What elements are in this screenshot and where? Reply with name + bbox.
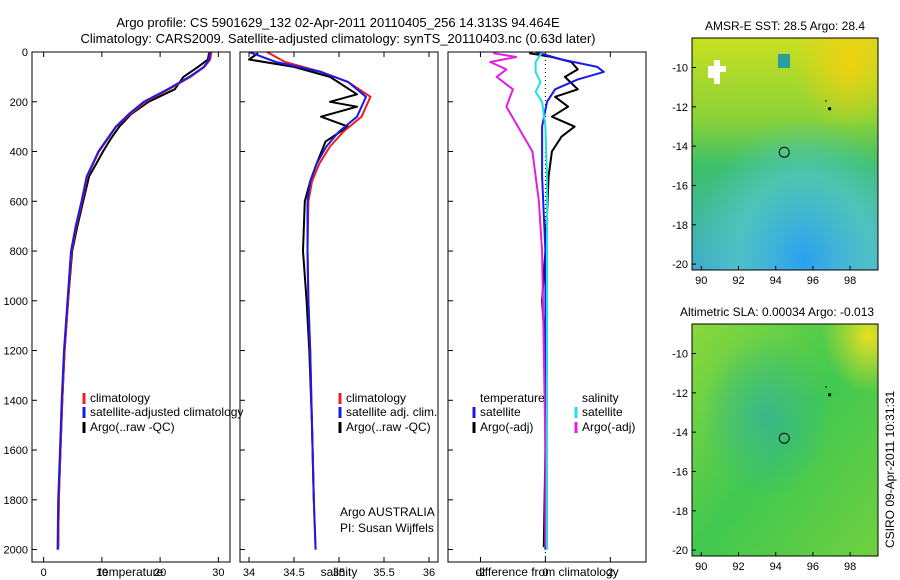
map-y-tick-label: -18 bbox=[672, 506, 688, 518]
x-tick-label: 35.5 bbox=[373, 567, 394, 579]
map-x-tick-label: 96 bbox=[807, 561, 819, 573]
map-x-tick-label: 96 bbox=[807, 275, 819, 287]
sst-cool-region bbox=[692, 38, 878, 270]
profile-location-marker bbox=[778, 432, 790, 444]
map-x-tick-label: 98 bbox=[844, 275, 856, 287]
map-y-tick-label: -18 bbox=[672, 220, 688, 232]
float-track-point bbox=[825, 100, 827, 102]
profile-location-marker bbox=[778, 146, 790, 158]
legend-entry-satellite: satellite bbox=[480, 405, 521, 419]
legend-title-temperature: temperature bbox=[480, 391, 545, 405]
map-x-tick-label: 98 bbox=[844, 561, 856, 573]
map-y-tick-label: -14 bbox=[672, 141, 688, 153]
x-tick-label: 10 bbox=[96, 567, 108, 579]
y-tick-label: 1400 bbox=[4, 395, 28, 407]
legend-entry-argo-adj: Argo(-adj) bbox=[582, 420, 635, 434]
figure-subtitle: Climatology: CARS2009. Satellite-adjuste… bbox=[81, 31, 596, 46]
x-tick-label: 34.5 bbox=[283, 567, 304, 579]
y-tick-label: 600 bbox=[10, 196, 28, 208]
y-tick-label: 400 bbox=[10, 147, 28, 159]
pi-label: PI: Susan Wijffels bbox=[340, 521, 434, 535]
x-tick-label: 35 bbox=[333, 567, 345, 579]
map-x-tick-label: 94 bbox=[770, 275, 782, 287]
legend-entry-satellite-adjusted-climatology: satellite-adjusted climatology bbox=[90, 405, 243, 419]
legend-entry-satellite-adj-clim: satellite adj. clim. bbox=[346, 405, 437, 419]
map-y-tick-label: -12 bbox=[672, 388, 688, 400]
sst-cool-spot bbox=[778, 54, 790, 68]
x-tick-label: 36 bbox=[423, 567, 435, 579]
x-tick-label: 2 bbox=[607, 567, 613, 579]
y-tick-label: 200 bbox=[10, 97, 28, 109]
map-y-tick-label: -10 bbox=[672, 62, 688, 74]
y-tick-label: 1000 bbox=[4, 296, 28, 308]
series-line-climatology-0 bbox=[266, 52, 372, 550]
plot-frame bbox=[239, 51, 439, 563]
map-y-tick-label: -16 bbox=[672, 180, 688, 192]
x-axis-label: salinity bbox=[321, 565, 358, 579]
x-tick-label: 0 bbox=[41, 567, 47, 579]
map-x-tick-label: 92 bbox=[732, 561, 744, 573]
argo-org-label: Argo AUSTRALIA bbox=[340, 505, 435, 519]
legend-entry-argo-raw-qc: Argo(..raw -QC) bbox=[346, 420, 431, 434]
legend-entry-climatology: climatology bbox=[90, 391, 150, 405]
y-tick-label: 0 bbox=[22, 47, 28, 59]
figure-title: Argo profile: CS 5901629_132 02-Apr-2011… bbox=[116, 15, 560, 30]
x-axis-label: difference from climatology bbox=[475, 565, 618, 579]
legend-entry-argo-adj: Argo(-adj) bbox=[480, 420, 533, 434]
series-line-argo-adj-1 bbox=[528, 52, 579, 548]
y-tick-label: 2000 bbox=[4, 545, 28, 557]
y-tick-label: 1800 bbox=[4, 495, 28, 507]
sst-map-title: AMSR-E SST: 28.5 Argo: 28.4 bbox=[705, 19, 865, 33]
map-y-tick-label: -16 bbox=[672, 466, 688, 478]
difference-legend: temperature salinitysatelliteArgo(-adj)sa… bbox=[472, 391, 635, 434]
float-track-point bbox=[828, 107, 832, 111]
legend-entry-climatology: climatology bbox=[346, 391, 406, 405]
y-tick-label: 1200 bbox=[4, 346, 28, 358]
legend-entry-argo-raw-qc: Argo(..raw -QC) bbox=[90, 420, 175, 434]
map-y-tick-label: -14 bbox=[672, 427, 688, 439]
sla-map-title: Altimetric SLA: 0.00034 Argo: -0.013 bbox=[680, 305, 874, 319]
plot-frame bbox=[31, 51, 231, 563]
map-x-tick-label: 92 bbox=[732, 275, 744, 287]
sla-map-panel: Altimetric SLA: 0.00034 Argo: -0.013 90 9… bbox=[672, 305, 879, 573]
y-tick-label: 1600 bbox=[4, 445, 28, 457]
float-track-point bbox=[828, 393, 832, 397]
map-x-tick-label: 94 bbox=[770, 561, 782, 573]
x-tick-label: 0 bbox=[542, 567, 548, 579]
map-y-tick-label: -12 bbox=[672, 102, 688, 114]
sst-missing-data-patch bbox=[708, 60, 726, 84]
series-line-argo-raw-qc-2 bbox=[57, 53, 210, 548]
x-tick-label: -2 bbox=[476, 567, 486, 579]
map-frame bbox=[691, 323, 879, 557]
plot-frame bbox=[447, 51, 647, 563]
temperature-panel: 0 10 20 30 0 200 400 600 800 1000 1200 1400 1600 1800… bbox=[4, 47, 244, 579]
credit-text: CSIRO 09-Apr-2011 10:31:31 bbox=[883, 390, 897, 548]
x-tick-label: 30 bbox=[212, 567, 224, 579]
legend-entry-satellite: satellite bbox=[582, 405, 623, 419]
series-line-argo-adj-3 bbox=[489, 52, 547, 548]
map-x-tick-label: 90 bbox=[695, 561, 707, 573]
salinity-panel: 34 34.5 35 35.5 36 salinity climatologysatelli… bbox=[239, 51, 439, 579]
series-line-satellite-2 bbox=[534, 52, 548, 550]
series-line-satellite-adj-clim-1 bbox=[248, 52, 367, 550]
map-y-tick-label: -20 bbox=[672, 259, 688, 271]
float-track-point bbox=[825, 386, 827, 388]
sst-map-panel: AMSR-E SST: 28.5 Argo: 28.4 90 92 94 96 98 -1… bbox=[672, 19, 879, 287]
series-line-climatology-0 bbox=[57, 52, 213, 550]
map-frame bbox=[691, 37, 879, 271]
x-tick-label: 20 bbox=[154, 567, 166, 579]
y-tick-label: 800 bbox=[10, 246, 28, 258]
x-tick-label: 34 bbox=[243, 567, 255, 579]
sla-high-region bbox=[692, 324, 878, 556]
map-y-tick-label: -20 bbox=[672, 545, 688, 557]
x-axis-label: temperature bbox=[99, 565, 164, 579]
legend-title-salinity: salinity bbox=[582, 391, 619, 405]
series-line-satellite-adjusted-climatology-1 bbox=[56, 52, 211, 550]
map-x-tick-label: 90 bbox=[695, 275, 707, 287]
map-y-tick-label: -10 bbox=[672, 348, 688, 360]
